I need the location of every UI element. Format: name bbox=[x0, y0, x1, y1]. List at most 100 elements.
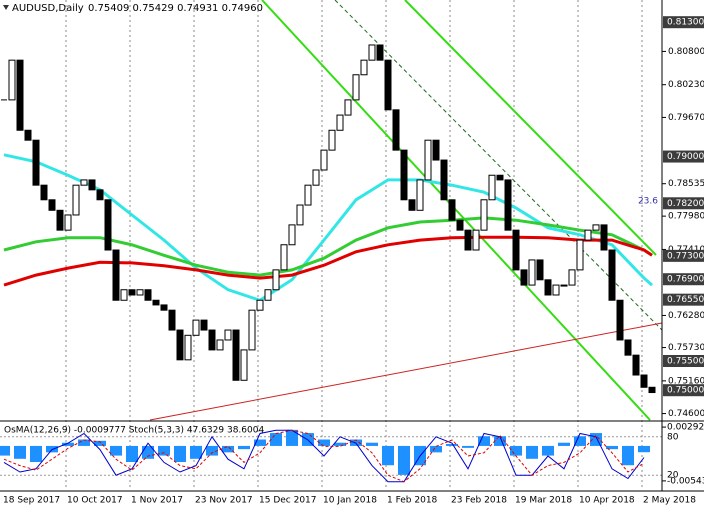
candle bbox=[312, 169, 320, 186]
y-tick-label: 0.80800 bbox=[668, 47, 704, 57]
osma-bar bbox=[94, 440, 106, 446]
osma-bar bbox=[494, 436, 506, 446]
level-label: 0.79000 bbox=[667, 152, 704, 162]
candle bbox=[584, 229, 592, 241]
x-tick-label: 10 Oct 2017 bbox=[67, 496, 123, 506]
symbol-icon bbox=[3, 5, 9, 10]
channel-mid bbox=[334, 0, 663, 331]
osma-bar bbox=[478, 436, 490, 446]
candle bbox=[536, 259, 544, 281]
candle bbox=[168, 309, 176, 331]
channel-lower bbox=[261, 0, 651, 421]
osma-bar bbox=[622, 445, 634, 466]
x-tick-label: 23 Nov 2017 bbox=[195, 496, 253, 506]
candle bbox=[88, 179, 96, 191]
candle bbox=[328, 129, 336, 151]
level-box bbox=[663, 150, 704, 163]
candle bbox=[368, 44, 376, 61]
candle bbox=[392, 109, 400, 151]
x-tick-label: 10 Apr 2018 bbox=[579, 496, 635, 506]
candle bbox=[104, 199, 112, 251]
candle bbox=[592, 224, 600, 231]
level-box bbox=[663, 293, 704, 306]
level-box bbox=[663, 249, 704, 262]
candle bbox=[96, 189, 104, 201]
stoch-line bbox=[3, 429, 645, 483]
stoch-line bbox=[3, 429, 645, 483]
candle bbox=[528, 259, 536, 286]
level-label: 0.76900 bbox=[667, 275, 704, 285]
candle bbox=[112, 249, 120, 301]
osma-bar bbox=[574, 436, 586, 446]
chart-subtitle: 0.75409 0.75429 0.74931 0.74960 bbox=[88, 3, 263, 14]
moving-average bbox=[3, 153, 653, 302]
candle bbox=[200, 319, 208, 331]
osma-bar bbox=[270, 433, 282, 446]
osma-bar bbox=[30, 445, 42, 463]
candle bbox=[440, 159, 448, 201]
candle bbox=[648, 386, 656, 394]
candle bbox=[512, 229, 520, 271]
candle bbox=[208, 329, 216, 351]
osma-bar bbox=[126, 445, 138, 463]
osma-bar bbox=[286, 429, 298, 446]
candle bbox=[248, 309, 256, 351]
candle bbox=[472, 229, 480, 251]
level-label: 0.77300 bbox=[667, 251, 704, 261]
candle bbox=[400, 149, 408, 201]
candle bbox=[48, 199, 56, 211]
osma-bar bbox=[0, 445, 10, 456]
candle bbox=[160, 304, 168, 311]
candle bbox=[480, 199, 488, 231]
candle bbox=[600, 224, 608, 251]
osma-bar bbox=[510, 445, 522, 456]
y-tick-label: 0.76280 bbox=[668, 311, 704, 321]
chart-title: AUDUSD,Daily bbox=[12, 3, 84, 14]
candle bbox=[488, 174, 496, 201]
osma-bar bbox=[158, 445, 170, 456]
osma-bar bbox=[366, 442, 378, 446]
x-tick-label: 15 Dec 2017 bbox=[259, 496, 317, 506]
x-tick-label: 18 Sep 2017 bbox=[3, 496, 60, 506]
osma-bar bbox=[222, 445, 234, 453]
level-box bbox=[663, 384, 704, 397]
candle bbox=[216, 339, 224, 351]
candle bbox=[352, 74, 360, 101]
candle bbox=[568, 269, 576, 286]
y-tick-label: 0.75160 bbox=[668, 376, 704, 386]
candle bbox=[376, 44, 384, 61]
candle bbox=[560, 284, 568, 287]
candle bbox=[632, 354, 640, 376]
candle bbox=[464, 229, 472, 251]
candle bbox=[320, 149, 328, 171]
x-tick-label: 1 Nov 2017 bbox=[131, 496, 183, 506]
osma-bar bbox=[446, 444, 458, 446]
candle bbox=[504, 179, 512, 231]
level-box bbox=[663, 197, 704, 210]
candle bbox=[384, 59, 392, 111]
candle bbox=[224, 329, 232, 341]
candle bbox=[72, 184, 80, 216]
candle bbox=[424, 139, 432, 181]
level-label: 0.76550 bbox=[667, 295, 704, 305]
candle bbox=[576, 239, 584, 271]
candle bbox=[144, 289, 152, 301]
level-label: 0.81300 bbox=[667, 18, 704, 28]
indicator-title: OsMA(12,26,9) -0.0009777 Stoch(5,3,3) 47… bbox=[4, 426, 264, 436]
candle bbox=[192, 319, 200, 336]
osma-bar bbox=[190, 445, 202, 459]
osma-bar bbox=[206, 445, 218, 456]
candle bbox=[552, 284, 560, 296]
candle bbox=[608, 249, 616, 301]
plot bbox=[0, 44, 656, 483]
candle bbox=[520, 269, 528, 286]
osma-bar bbox=[558, 442, 570, 446]
level-box bbox=[663, 355, 704, 368]
candle bbox=[152, 299, 160, 306]
x-tick-label: 23 Feb 2018 bbox=[451, 496, 507, 506]
x-tick-label: 10 Jan 2018 bbox=[323, 496, 377, 506]
osma-bar bbox=[638, 445, 650, 453]
osma-bar bbox=[142, 445, 154, 459]
level-label: 0.78200 bbox=[667, 199, 704, 209]
